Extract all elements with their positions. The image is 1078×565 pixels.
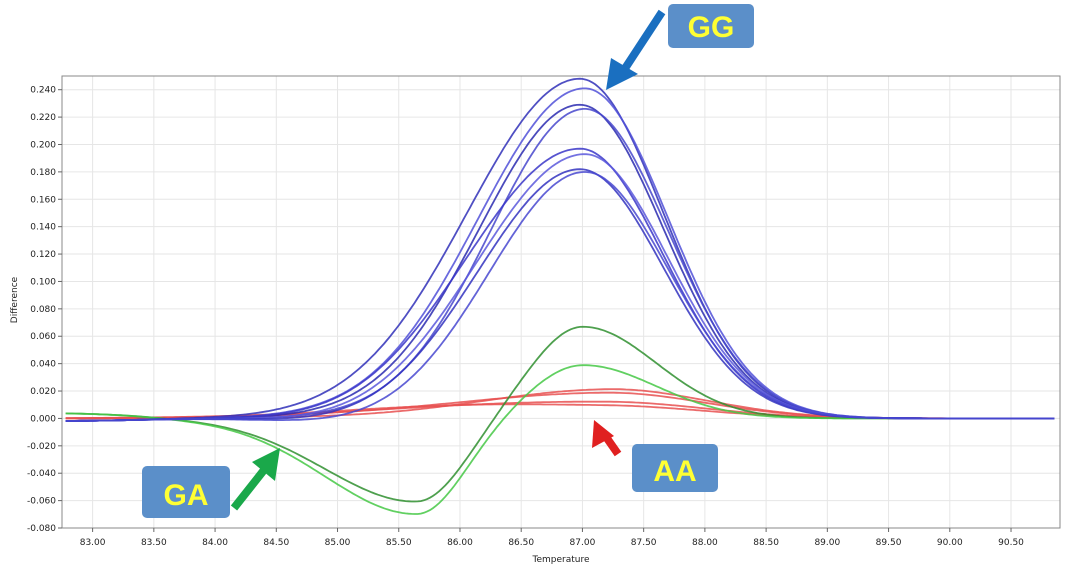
aa-series-line xyxy=(65,391,1055,420)
x-tick-label: 87.00 xyxy=(570,538,596,548)
x-tick-label: 88.00 xyxy=(692,538,718,548)
y-tick-label: 0.120 xyxy=(30,250,56,260)
ga-callout: GA xyxy=(142,448,280,518)
x-tick-label: 90.00 xyxy=(937,538,963,548)
aa-callout-box xyxy=(632,444,718,492)
gg-series-line xyxy=(65,168,1055,422)
y-tick-label: -0.040 xyxy=(27,469,56,479)
gg-arrow-shaft xyxy=(620,9,666,73)
y-tick-labels: 0.240 0.220 0.200 0.180 0.160 0.140 0.120 0.100… xyxy=(27,86,62,534)
y-tick-label: -0.020 xyxy=(27,442,56,452)
y-tick-label: 0.140 xyxy=(30,223,56,233)
series-lines xyxy=(65,77,1055,515)
x-tick-label: 83.00 xyxy=(80,538,106,548)
y-tick-label: 0.180 xyxy=(30,168,56,178)
aa-callout-label: AA xyxy=(653,455,696,488)
grid xyxy=(62,76,1060,529)
ga-callout-label: GA xyxy=(164,479,209,512)
y-tick-label: -0.060 xyxy=(27,497,56,507)
gg-callout: GG xyxy=(606,4,754,90)
x-tick-label: 85.50 xyxy=(386,538,412,548)
ga-arrow-shaft xyxy=(230,467,268,511)
y-tick-label: 0.200 xyxy=(30,140,56,150)
x-tick-label: 83.50 xyxy=(141,538,167,548)
gg-arrow-head xyxy=(606,58,638,90)
x-tick-labels: 83.00 83.50 84.00 84.50 85.00 85.50 86.00 86.50… xyxy=(80,528,1024,548)
aa-arrow-head xyxy=(592,420,614,448)
ga-callout-box xyxy=(142,466,230,518)
gg-series-line xyxy=(65,147,1055,422)
y-tick-label: 0.040 xyxy=(30,360,56,370)
y-tick-label: -0.080 xyxy=(27,524,56,534)
x-tick-label: 84.50 xyxy=(263,538,289,548)
y-tick-label: 0.240 xyxy=(30,86,56,96)
y-axis-label: Difference xyxy=(10,276,20,323)
gg-series-line xyxy=(65,108,1055,422)
y-tick-label: 0.100 xyxy=(30,277,56,287)
gg-series-line xyxy=(65,171,1055,422)
x-tick-label: 89.00 xyxy=(814,538,840,548)
y-tick-label: 0.000 xyxy=(30,414,56,424)
aa-callout: AA xyxy=(592,420,718,492)
ga-arrow-head xyxy=(252,448,280,481)
x-tick-label: 89.50 xyxy=(876,538,902,548)
gg-series-line xyxy=(65,77,1055,422)
y-tick-label: 0.160 xyxy=(30,195,56,205)
x-tick-label: 85.00 xyxy=(325,538,351,548)
x-tick-label: 84.00 xyxy=(202,538,228,548)
x-tick-label: 86.00 xyxy=(447,538,473,548)
x-tick-label: 86.50 xyxy=(508,538,534,548)
y-tick-label: 0.220 xyxy=(30,113,56,123)
gg-series-line xyxy=(65,153,1055,422)
plot-frame xyxy=(61,75,1061,529)
y-tick-label: 0.020 xyxy=(30,387,56,397)
y-tick-label: 0.060 xyxy=(30,332,56,342)
x-tick-label: 87.50 xyxy=(631,538,657,548)
x-tick-label: 90.50 xyxy=(998,538,1024,548)
y-tick-label: 0.080 xyxy=(30,305,56,315)
gg-callout-box xyxy=(668,4,754,48)
gg-callout-label: GG xyxy=(688,11,735,44)
x-tick-label: 88.50 xyxy=(753,538,779,548)
x-axis-label: Temperature xyxy=(531,555,589,565)
